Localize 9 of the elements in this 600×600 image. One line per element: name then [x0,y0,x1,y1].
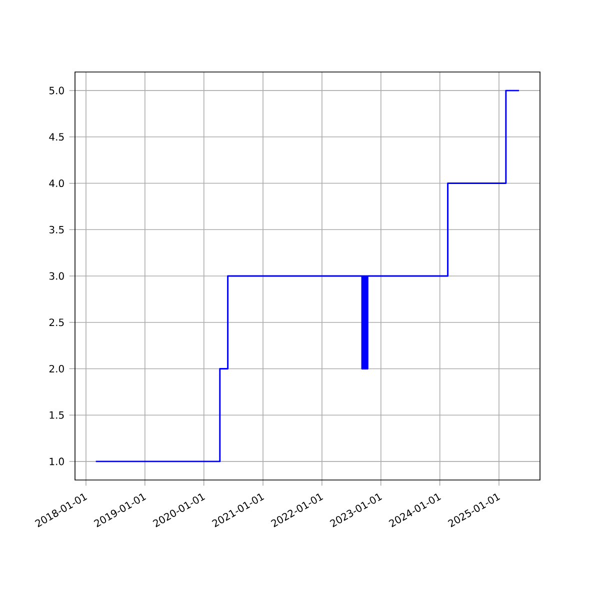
y-tick-label: 2.5 [49,318,64,326]
y-tick-label: 3.5 [49,226,64,234]
y-tick-label: 4.0 [49,179,64,188]
y-tick-label: 5.0 [49,86,64,94]
y-tick-label: 1.5 [50,411,64,419]
y-tick-label: 4.5 [49,133,64,141]
y-tick-label: 1.0 [50,458,64,466]
y-tick-label: 2.0 [49,364,64,373]
y-tick-label: 3.0 [49,272,64,280]
